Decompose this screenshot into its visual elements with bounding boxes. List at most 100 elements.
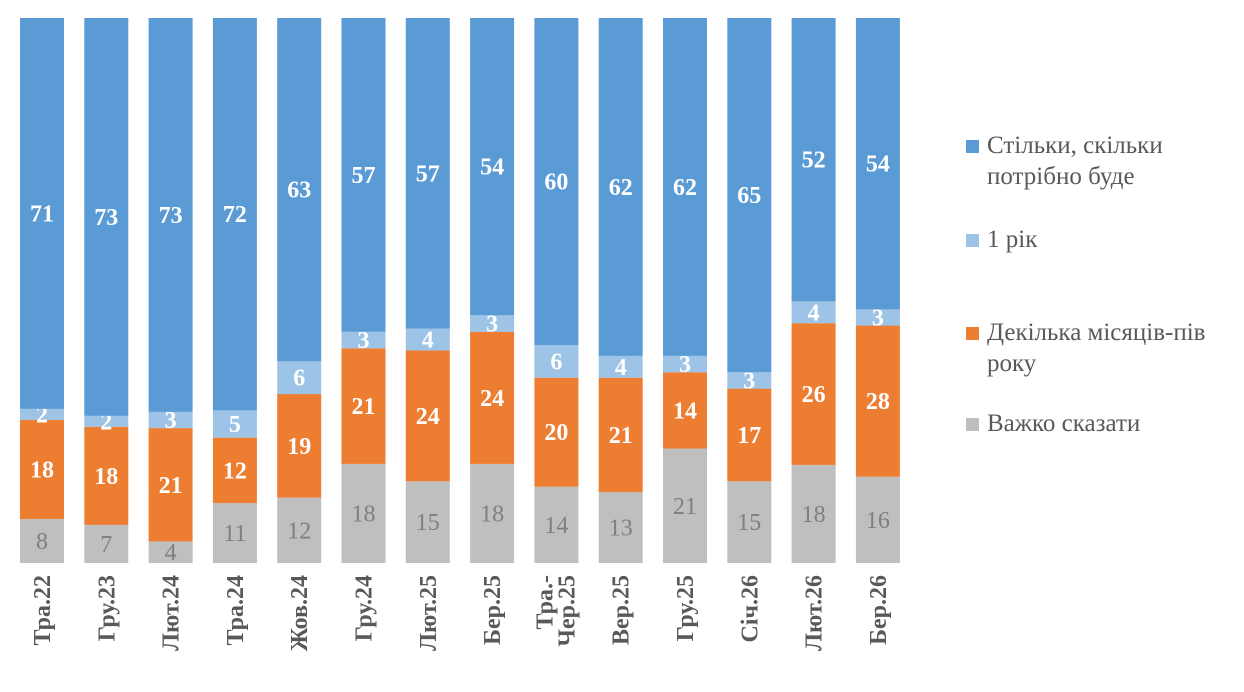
- bar-segment: [470, 315, 515, 332]
- legend-swatch: [966, 327, 979, 340]
- data-label: 60: [544, 170, 568, 196]
- bar-segment: [855, 325, 900, 477]
- bar-segment: [663, 372, 707, 449]
- bar-segment: [727, 372, 772, 389]
- data-label: 8: [36, 529, 48, 555]
- data-label: 21: [352, 394, 376, 420]
- x-tick-label: Лют.25: [416, 575, 442, 651]
- bar-segment: [212, 503, 257, 563]
- x-tick-label: Гру.23: [94, 575, 120, 641]
- data-label: 21: [673, 494, 697, 520]
- data-label: 54: [480, 155, 504, 181]
- bar-segment: [84, 18, 129, 416]
- data-label: 14: [673, 398, 697, 424]
- data-label: 24: [480, 386, 504, 412]
- bar-segment: [727, 18, 772, 373]
- bar-segment: [470, 463, 515, 563]
- bar-segment: [534, 377, 579, 487]
- x-tick-label: Тра.24: [223, 575, 249, 645]
- bar-segment: [663, 355, 707, 373]
- bar-segment: [727, 481, 772, 563]
- data-label: 18: [352, 501, 376, 527]
- legend-swatch: [966, 418, 979, 431]
- data-label: 4: [422, 328, 434, 354]
- data-label: 21: [159, 473, 183, 499]
- bar-segment: [855, 18, 900, 310]
- x-tick-label: Гру.24: [352, 575, 378, 641]
- legend-swatch: [966, 140, 979, 153]
- bar-segment: [341, 331, 386, 349]
- data-label: 15: [416, 510, 440, 536]
- bar-segment: [791, 464, 836, 563]
- bar-segment: [341, 463, 386, 563]
- bar-segment: [405, 18, 450, 329]
- x-tick-label: Лют.24: [159, 575, 185, 651]
- data-label: 13: [609, 516, 633, 542]
- bar-segment: [277, 394, 322, 498]
- bar-segment: [20, 419, 64, 519]
- data-label: 18: [94, 464, 118, 490]
- stacked-bar-chart: 818271Тра.22718273Гру.23421373Лют.241112…: [20, 18, 900, 651]
- bar-segment: [277, 361, 322, 395]
- data-label: 28: [866, 389, 890, 415]
- x-tick-label: Бер.26: [866, 575, 892, 645]
- data-label: 62: [609, 175, 633, 201]
- bar-segment: [598, 492, 643, 563]
- bar-segment: [20, 518, 64, 563]
- data-label: 2: [36, 402, 48, 428]
- data-label: 3: [486, 312, 498, 338]
- data-label: 52: [802, 148, 826, 174]
- data-label: 4: [808, 300, 820, 326]
- bar-segment: [277, 18, 322, 362]
- data-label: 15: [737, 510, 761, 536]
- bar-segment: [855, 309, 900, 326]
- bar-segment: [405, 350, 450, 482]
- bar-segment: [470, 18, 515, 316]
- data-label: 18: [30, 457, 54, 483]
- bar-segment: [341, 348, 386, 464]
- legend-label: Декілька місяців-пів року: [987, 319, 1206, 377]
- x-tick-label: Вер.25: [609, 575, 635, 645]
- bar-segment: [84, 415, 129, 427]
- data-label: 11: [223, 521, 246, 547]
- data-label: 57: [416, 161, 440, 187]
- bar-segment: [405, 328, 450, 351]
- data-label: 65: [737, 183, 761, 209]
- x-tick-label: Тра.-: [532, 575, 558, 629]
- data-label: 3: [358, 328, 370, 354]
- bar-segment: [855, 476, 900, 563]
- bar-segment: [470, 331, 515, 464]
- bar-segment: [598, 377, 643, 493]
- data-label: 72: [223, 202, 247, 228]
- bar-segment: [663, 448, 707, 563]
- data-label: 3: [165, 408, 177, 434]
- bar-segment: [598, 18, 643, 356]
- bar-segment: [148, 411, 193, 429]
- data-label: 26: [802, 382, 826, 408]
- data-label: 12: [223, 458, 247, 484]
- bar-segment: [20, 18, 64, 409]
- data-label: 4: [615, 355, 627, 381]
- bar-segment: [212, 437, 257, 504]
- bar-segment: [212, 18, 257, 411]
- data-label: 14: [544, 513, 568, 539]
- legend-label: Стільки, скільки потрібно буде: [987, 132, 1163, 190]
- data-label: 3: [743, 368, 755, 394]
- data-label: 62: [673, 175, 697, 201]
- data-label: 63: [287, 178, 311, 204]
- data-label: 57: [352, 163, 376, 189]
- data-label: 3: [872, 305, 884, 331]
- x-tick-label: Лют.26: [802, 575, 828, 651]
- data-label: 73: [159, 203, 183, 229]
- bar-segment: [663, 18, 707, 356]
- legend-label: 1 рік: [987, 226, 1038, 253]
- data-label: 3: [679, 352, 691, 378]
- bar-segment: [405, 481, 450, 563]
- x-tick-label: Гру.25: [673, 575, 699, 641]
- legend-item-hard-to-say: Важко сказати: [966, 408, 1140, 439]
- data-label: 6: [293, 366, 305, 392]
- x-tick-label: Тра.22: [30, 575, 56, 645]
- data-label: 7: [100, 532, 112, 558]
- bar-segment: [20, 408, 64, 420]
- legend-item-one-year: 1 рік: [966, 224, 1037, 255]
